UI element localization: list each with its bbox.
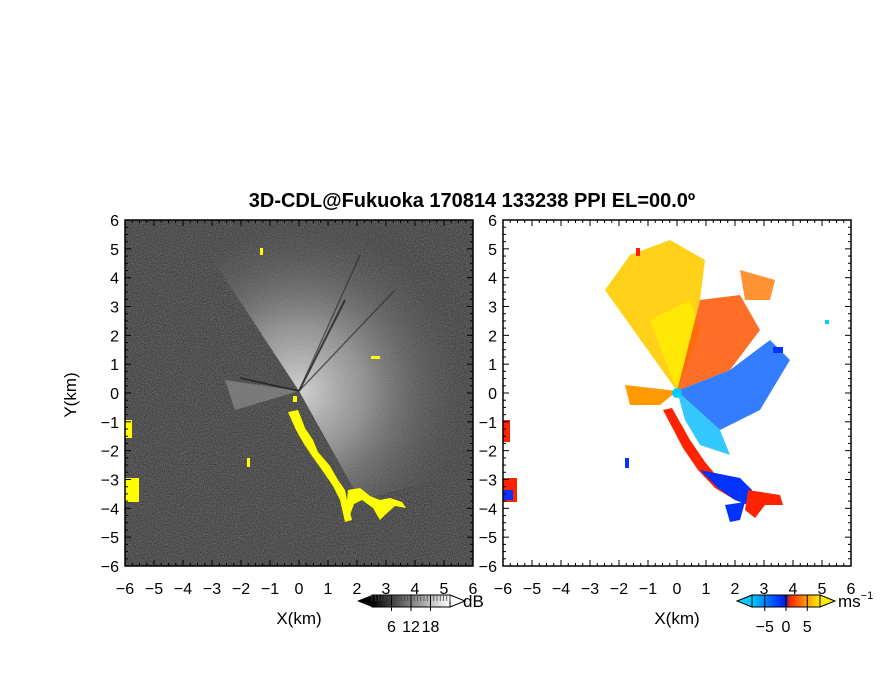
y-tick-label: 5 [488, 242, 497, 259]
y-tick-label: −2 [101, 444, 119, 461]
y-tick-label: 0 [488, 386, 497, 403]
y-tick-label: 5 [110, 242, 119, 259]
x-tick-label: −3 [581, 581, 599, 598]
x-tick-label: −4 [174, 581, 192, 598]
x-tick-label: 4 [789, 581, 798, 598]
y-tick-label: 4 [110, 271, 119, 288]
y-tick-label: −5 [479, 530, 497, 547]
y-tick-label: −4 [101, 501, 119, 518]
x-tick-label: 6 [847, 581, 856, 598]
x-tick-label: 4 [411, 581, 420, 598]
x-tick-label: −5 [145, 581, 163, 598]
colorbar-tick-label: 12 [402, 619, 420, 636]
x-tick-label: −2 [232, 581, 250, 598]
snr-echo-west [225, 380, 299, 410]
snr-hard-target-mask [125, 248, 406, 522]
y-tick-label: −3 [479, 473, 497, 490]
snr-ylabel: Y(km) [61, 372, 80, 417]
snr-x-ticks: −6 −5 −4 −3 −2 −1 0 1 2 3 4 5 6 [116, 220, 478, 598]
colorbar-tick-label: 0 [782, 619, 791, 636]
y-tick-label: −2 [479, 444, 497, 461]
x-tick-label: −6 [116, 581, 134, 598]
x-tick-label: 1 [702, 581, 711, 598]
x-tick-label: 3 [382, 581, 391, 598]
y-tick-label: 1 [488, 357, 497, 374]
snr-panel: −6 −5 −4 −3 −2 −1 0 1 2 3 4 5 6 −6−5−4−3−2−10123456 … [61, 213, 484, 636]
y-tick-label: 3 [110, 300, 119, 317]
colorbar-tick-label: 6 [387, 619, 396, 636]
colorbar-tick-label: 5 [803, 619, 812, 636]
y-tick-label: 6 [110, 213, 119, 230]
y-tick-label: −3 [101, 473, 119, 490]
x-tick-label: 2 [731, 581, 740, 598]
velocity-panel: −6 −5 −4 −3 −2 −1 0 1 2 3 4 5 6 −6−5−4−3−2−10123456 … [479, 213, 873, 636]
y-tick-label: −6 [479, 559, 497, 576]
x-tick-label: −1 [639, 581, 657, 598]
x-tick-label: −2 [610, 581, 628, 598]
x-tick-label: −5 [523, 581, 541, 598]
velocity-xlabel: X(km) [654, 609, 699, 628]
y-tick-label: 3 [488, 300, 497, 317]
y-tick-label: −5 [101, 530, 119, 547]
x-tick-label: 0 [295, 581, 304, 598]
snr-xlabel: X(km) [276, 609, 321, 628]
x-tick-label: 6 [469, 581, 478, 598]
y-tick-label: −4 [479, 501, 497, 518]
velocity-field [503, 220, 851, 566]
velocity-colorbar: −5 0 5 ms−1 [735, 590, 873, 636]
velocity-x-ticks: −6 −5 −4 −3 −2 −1 0 1 2 3 4 5 6 [494, 220, 856, 598]
y-tick-label: 0 [110, 386, 119, 403]
x-tick-label: −4 [552, 581, 570, 598]
x-tick-label: 0 [673, 581, 682, 598]
x-tick-label: 5 [440, 581, 449, 598]
snr-y-ticks: −6 −5 −4 −3 −2 −1 0 1 2 3 4 5 6 [101, 213, 473, 576]
colorbar-tick-label: 18 [422, 619, 440, 636]
velocity-colorbar-unit: ms−1 [838, 590, 873, 611]
x-tick-label: 5 [818, 581, 827, 598]
x-tick-label: −3 [203, 581, 221, 598]
figure-title: 3D-CDL@Fukuoka 170814 133238 PPI EL=00.0… [249, 190, 695, 212]
x-tick-label: 2 [353, 581, 362, 598]
x-tick-label: −1 [261, 581, 279, 598]
y-tick-label: −1 [479, 415, 497, 432]
y-tick-label: 4 [488, 271, 497, 288]
y-tick-label: 6 [488, 213, 497, 230]
colorbar-tick-label: −5 [756, 619, 774, 636]
velocity-y-ticks: −6 −5 −4 −3 −2 −1 0 1 2 3 4 5 6 [479, 213, 851, 576]
y-tick-label: 1 [110, 357, 119, 374]
y-tick-label: −1 [101, 415, 119, 432]
snr-colorbar: 6 12 18 dB [357, 592, 484, 636]
snr-echo-sector [190, 225, 473, 500]
x-tick-label: 3 [760, 581, 769, 598]
snr-colorbar-unit: dB [463, 592, 484, 611]
velocity-recede-core [677, 295, 760, 391]
x-tick-label: 1 [324, 581, 333, 598]
y-tick-label: −6 [101, 559, 119, 576]
y-tick-label: 2 [488, 328, 497, 345]
snr-field [125, 220, 473, 566]
y-tick-label: 2 [110, 328, 119, 345]
x-tick-label: −6 [494, 581, 512, 598]
